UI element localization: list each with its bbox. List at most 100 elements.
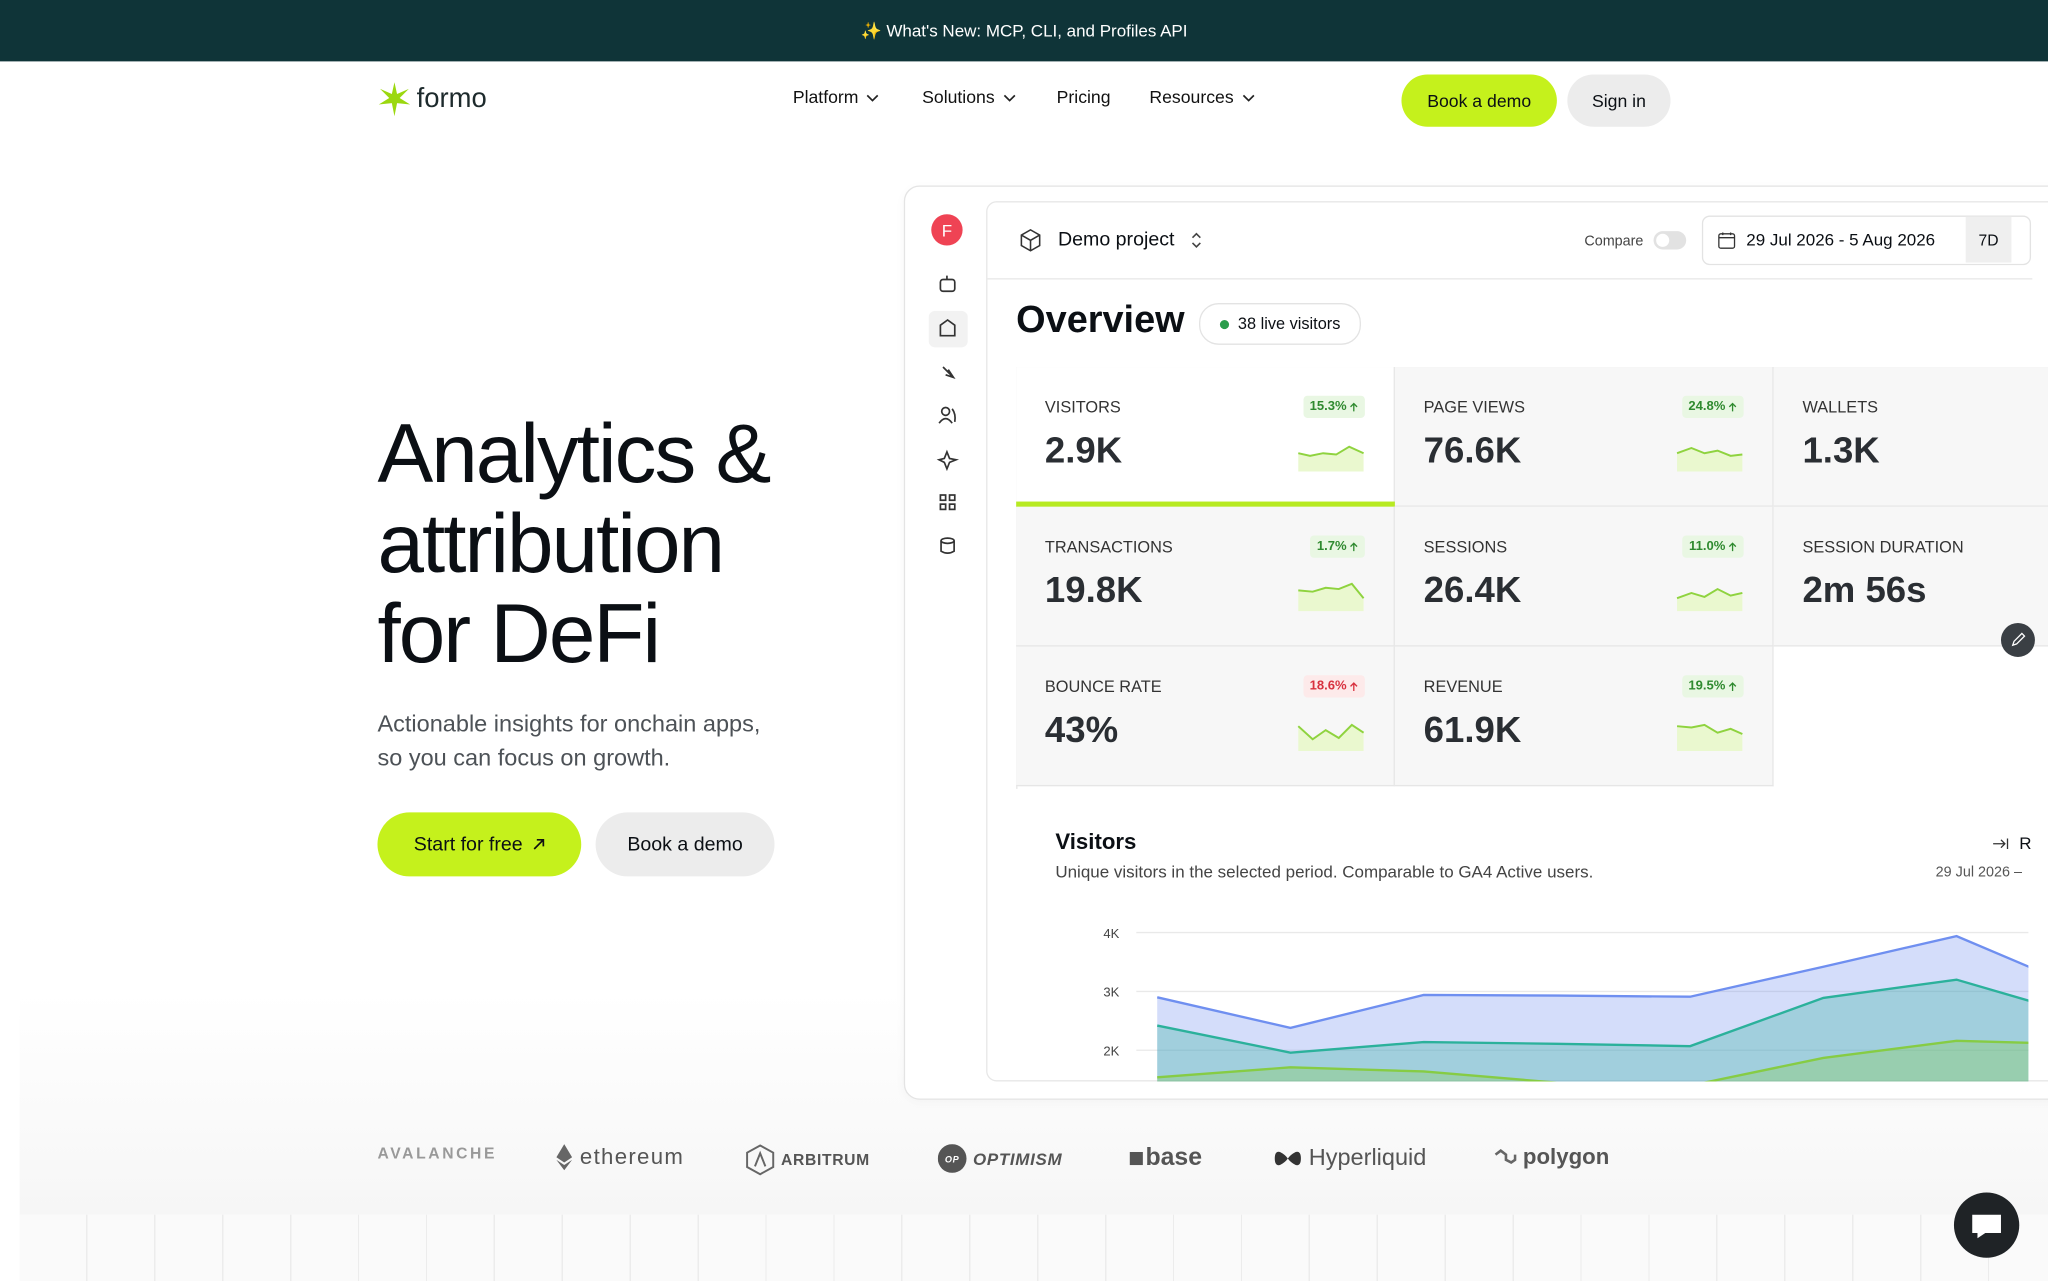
metric-change: 1.7% [1310,535,1365,558]
logo[interactable]: formo [377,81,487,118]
metric-value: 2.9K [1044,429,1123,471]
live-dot [1219,319,1229,329]
metric-card[interactable]: SESSION DURATION 2m 56s [1773,506,2048,647]
sparkline [1676,587,1743,612]
nav-link[interactable]: Solutions [922,87,1015,108]
metric-change: 19.5% [1681,675,1744,698]
compare-toggle[interactable] [1653,231,1687,250]
logo-mark [378,82,411,117]
sparkline [1676,446,1743,472]
up-arrow [1728,681,1737,691]
metric-value: 2m 56s [1802,569,1927,610]
sign-in-button[interactable]: Sign in [1567,74,1671,127]
area-line [1157,1039,2029,1082]
arbitrum-icon [746,1144,775,1176]
chat-button[interactable] [1953,1192,2020,1258]
logo-text: base [1145,1144,1203,1172]
header-divider [987,278,2033,280]
polygon-icon [1494,1149,1517,1164]
live-visitors-pill: 38 live visitors [1199,303,1361,345]
calendar-icon [1718,232,1736,249]
project-selector[interactable]: Demo project [1058,229,1203,251]
metric-card[interactable]: TRANSACTIONS 19.8K 1.7% [1016,506,1395,647]
nav-link-text: Platform [792,87,859,108]
metric-change: 15.3% [1303,395,1365,418]
partner-logo: AVALANCHE [377,1144,498,1163]
up-arrow [1728,541,1737,551]
period-button[interactable]: 7D [1965,216,2012,263]
date-range: 29 Jul 2026 - 5 Aug 2026 [1746,229,1936,250]
logo-text: OPTIMISM [973,1148,1063,1169]
sparkline [1298,582,1365,612]
nav-link-text: Solutions [922,87,995,108]
overview-title: Overview [1016,299,1185,341]
hero-subtitle-line: so you can focus on growth. [377,744,671,771]
book-demo-button[interactable]: Book a demo [595,812,775,877]
empty-cell [1773,646,2048,788]
compare-label: Compare [1584,233,1644,250]
avatar[interactable]: F [931,214,963,246]
metric-card[interactable]: SESSIONS 26.4K 11.0% [1394,506,1774,647]
metric-card[interactable]: WALLETS 1.3K [1773,367,2048,507]
partner-logo: ARBITRUM [746,1144,870,1176]
change-text: 15.3% [1309,399,1347,415]
y-tick-label: 4K [1103,926,1119,941]
metric-card[interactable]: BOUNCE RATE 43% 18.6% [1016,646,1395,787]
up-arrow [1350,402,1358,411]
logo-text: ethereum [579,1144,685,1169]
logo-text: polygon [1522,1144,1610,1169]
up-arrow [1728,402,1737,411]
change-text: 19.5% [1688,679,1726,694]
metric-value: 76.6K [1423,429,1522,471]
metric-label: REVENUE [1423,677,1503,697]
change-text: 24.8% [1688,399,1726,415]
metric-value: 1.3K [1802,429,1880,471]
book-demo-button[interactable]: Book a demo [1401,74,1557,127]
partner-logo: ethereum [555,1144,685,1171]
area-fill [1157,1040,2029,1082]
nav-link[interactable]: Resources [1149,87,1254,108]
metric-label: SESSION DURATION [1802,538,1964,557]
hyperliquid-icon [1274,1151,1301,1165]
chevron [867,94,879,102]
up-arrow [1350,541,1358,551]
sidebar-icons [928,275,968,554]
chart-date: 29 Jul 2026 – [1935,864,2022,881]
pencil-icon [2011,632,2026,647]
bottom-grid [19,1214,2048,1281]
edit-button[interactable] [2000,623,2035,657]
nav-link[interactable]: Platform [792,87,880,108]
start-free-button[interactable]: Start for free [377,812,582,877]
announcement-banner[interactable]: ✨ What's New: MCP, CLI, and Profiles API [0,0,2048,62]
metric-card[interactable]: REVENUE 61.9K 19.5% [1394,646,1774,787]
metric-card[interactable]: PAGE VIEWS 76.6K 24.8% [1394,367,1774,507]
logo-text: ARBITRUM [781,1150,870,1169]
metric-card[interactable]: VISITORS 2.9K 15.3% [1016,367,1395,507]
area-line [1156,978,2029,1054]
active-indicator [1016,501,1395,507]
svg-text:OP: OP [945,1154,960,1164]
hero-title-line: attribution [377,496,725,591]
chevron [1003,94,1015,102]
hero-title-line: for DeFi [377,586,661,681]
partner-logo: base [1129,1144,1203,1173]
metric-label: TRANSACTIONS [1044,538,1173,557]
y-tick-label: 2K [1103,1044,1119,1059]
metric-value: 26.4K [1423,569,1522,610]
logo-text: Hyperliquid [1308,1144,1427,1171]
chart-title: Visitors [1055,829,1137,855]
change-text: 18.6% [1309,679,1347,694]
date-picker[interactable] [1701,215,2032,266]
nav-link-text: Resources [1149,87,1234,108]
live-text: 38 live visitors [1237,314,1341,334]
chevron [1242,94,1254,102]
updown-icon [1192,232,1202,248]
chart-action[interactable]: R [1992,833,2032,853]
sparkline [1298,445,1364,472]
metric-label: VISITORS [1044,398,1121,417]
nav-link[interactable]: Pricing [1057,88,1111,108]
metric-label: WALLETS [1802,398,1879,417]
